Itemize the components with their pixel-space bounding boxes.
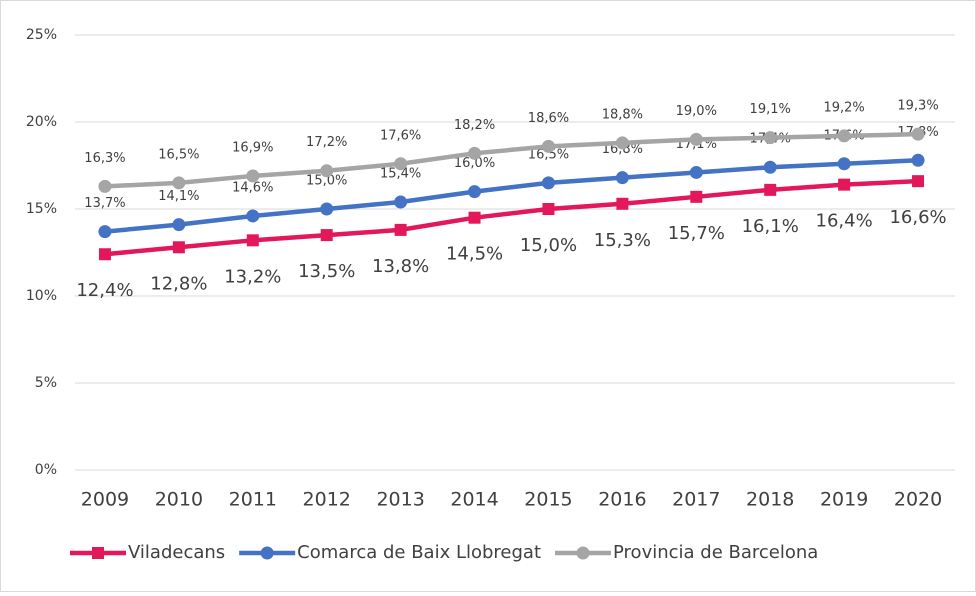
data-point (246, 234, 259, 247)
data-point (541, 139, 555, 153)
x-tick-label: 2018 (746, 489, 794, 511)
data-point (911, 153, 925, 167)
series-line (104, 178, 919, 257)
data-point (615, 171, 629, 185)
data-label: 15,4% (380, 167, 421, 182)
data-point (320, 229, 333, 242)
data-point (98, 248, 111, 261)
data-label: 14,1% (158, 189, 199, 204)
data-point (616, 197, 629, 210)
data-point (615, 136, 629, 150)
data-label: 13,2% (224, 266, 281, 287)
data-label: 15,0% (306, 174, 347, 189)
data-point (837, 157, 851, 171)
data-label: 18,6% (528, 111, 569, 126)
y-tick-label: 15% (26, 201, 57, 217)
data-point (172, 176, 186, 190)
data-label: 15,0% (520, 235, 577, 256)
data-point (764, 183, 777, 196)
data-point (172, 241, 185, 254)
legend-marker (92, 547, 104, 559)
legend-marker (576, 546, 590, 560)
data-point (98, 225, 112, 239)
x-tick-label: 2010 (155, 489, 203, 511)
y-tick-label: 5% (35, 375, 57, 391)
data-point (689, 165, 703, 179)
data-point (763, 160, 777, 174)
data-label: 16,5% (158, 147, 199, 162)
data-label: 16,5% (528, 147, 569, 162)
data-label: 19,2% (823, 100, 864, 115)
data-label: 19,1% (750, 102, 791, 117)
data-point (394, 195, 408, 209)
series-line (104, 158, 919, 234)
x-tick-label: 2019 (820, 489, 868, 511)
y-tick-label: 10% (26, 288, 57, 304)
data-point (763, 131, 777, 145)
data-point (320, 164, 334, 178)
data-point (542, 203, 555, 215)
data-label: 19,3% (897, 99, 938, 114)
x-tick-label: 2012 (303, 489, 351, 511)
data-label: 13,5% (298, 261, 355, 282)
data-label: 14,6% (232, 180, 273, 195)
data-label: 16,3% (84, 151, 125, 166)
data-point (468, 211, 481, 224)
data-point (912, 175, 925, 188)
x-tick-label: 2016 (598, 489, 646, 511)
data-label: 19,0% (676, 104, 717, 119)
data-point (690, 190, 703, 203)
data-label: 17,6% (380, 128, 421, 143)
x-tick-label: 2017 (672, 489, 720, 511)
data-label: 18,2% (454, 118, 495, 133)
data-point (911, 127, 925, 141)
x-tick-label: 2009 (81, 489, 129, 511)
y-tick-label: 20% (26, 114, 57, 130)
data-label: 12,8% (150, 273, 207, 294)
data-label: 13,7% (84, 196, 125, 211)
data-point (246, 169, 260, 183)
data-label: 15,7% (668, 223, 725, 244)
data-label: 16,8% (602, 142, 643, 157)
data-point (837, 129, 851, 143)
y-tick-label: 25% (26, 27, 57, 43)
data-label: 16,6% (889, 207, 946, 228)
x-tick-label: 2011 (229, 489, 277, 511)
data-label: 16,0% (454, 156, 495, 171)
data-point (98, 179, 112, 193)
data-label: 15,3% (594, 230, 651, 251)
data-label: 13,8% (372, 256, 429, 277)
data-label: 16,1% (742, 216, 799, 237)
data-point (541, 176, 555, 190)
x-tick-label: 2013 (376, 489, 424, 511)
data-label: 17,2% (306, 135, 347, 150)
legend-label: Provincia de Barcelona (613, 542, 818, 563)
data-point (689, 132, 703, 146)
data-label: 14,5% (446, 244, 503, 265)
x-tick-label: 2020 (894, 489, 942, 511)
data-point (246, 209, 260, 223)
x-tick-label: 2015 (524, 489, 572, 511)
data-point (320, 202, 334, 216)
legend-label: Viladecans (128, 542, 225, 563)
data-point (394, 157, 408, 171)
legend-marker (260, 546, 274, 560)
data-label: 12,4% (76, 280, 133, 301)
y-tick-label: 0% (35, 462, 57, 478)
data-label: 18,8% (602, 107, 643, 122)
data-point (838, 178, 851, 191)
data-point (468, 185, 482, 199)
data-label: 16,4% (816, 211, 873, 232)
series-line (104, 131, 919, 189)
data-label: 16,9% (232, 140, 273, 155)
data-point (394, 223, 407, 236)
legend-label: Comarca de Baix Llobregat (297, 542, 541, 563)
x-tick-label: 2014 (450, 489, 498, 511)
data-point (172, 218, 186, 232)
data-point (468, 146, 482, 160)
